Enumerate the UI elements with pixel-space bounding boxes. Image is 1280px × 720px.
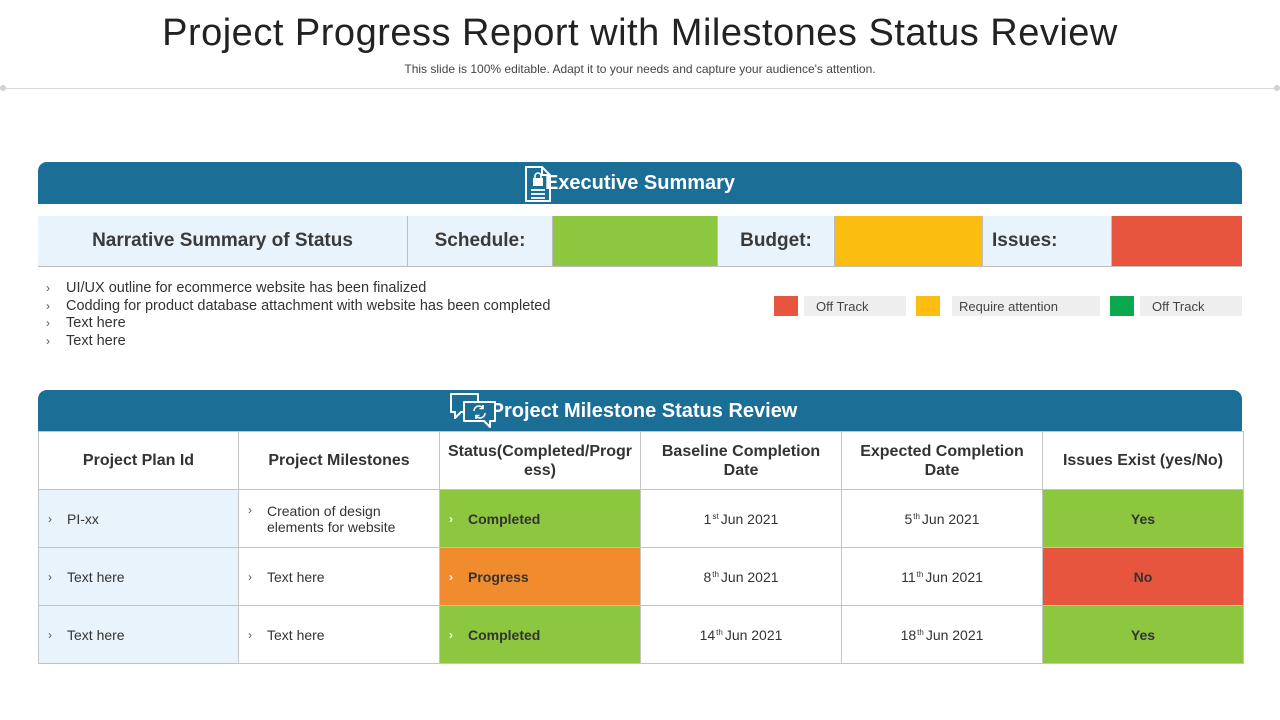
legend-swatch-green [1110,296,1134,316]
chevron-right-icon: › [449,627,453,642]
column-header-issues: Issues Exist (yes/No) [1042,431,1244,490]
legend-label-off-track-green: Off Track [1140,296,1242,316]
column-header-plan-id: Project Plan Id [38,431,239,490]
chevron-right-icon: › [48,511,52,526]
milestone-review-header: Project Milestone Status Review [38,390,1242,432]
chevron-right-icon: › [46,298,50,313]
chevron-right-icon: › [248,502,252,517]
issues-label: Issues: [983,216,1112,266]
chat-bubbles-icon [448,391,500,434]
list-item: › UI/UX outline for ecommerce website has… [46,280,427,296]
milestone-cell: › Text here [238,605,440,664]
status-cell-completed: › Completed [439,489,641,548]
chevron-right-icon: › [248,627,252,642]
status-legend: Off Track Require attention Off Track [774,296,1242,316]
plan-id-cell: › Text here [38,547,239,606]
title-divider [2,88,1278,89]
summary-bullet-list: › UI/UX outline for ecommerce website has… [46,280,550,351]
chevron-right-icon: › [449,511,453,526]
expected-date-cell: 18th Jun 2021 [841,605,1043,664]
legend-label-off-track: Off Track [804,296,906,316]
chevron-right-icon: › [449,569,453,584]
table-row: › PI-xx › Creation of design elements for … [38,489,1244,548]
chevron-right-icon: › [48,627,52,642]
budget-status-indicator [835,216,983,266]
chevron-right-icon: › [248,569,252,584]
expected-date-cell: 5th Jun 2021 [841,489,1043,548]
baseline-date-cell: 8th Jun 2021 [640,547,842,606]
status-summary-row: Narrative Summary of Status Schedule: Bu… [38,216,1242,267]
column-header-expected-date: Expected Completion Date [841,431,1043,490]
issues-cell-yes: Yes [1042,489,1244,548]
chevron-right-icon: › [46,334,50,349]
page-subtitle: This slide is 100% editable. Adapt it to… [404,62,876,76]
plan-id-cell: › Text here [38,605,239,664]
chevron-right-icon: › [46,281,50,295]
column-header-milestones: Project Milestones [238,431,440,490]
issues-status-indicator [1112,216,1242,266]
status-cell-progress: › Progress [439,547,641,606]
narrative-summary-label: Narrative Summary of Status [38,216,408,266]
column-header-status: Status(Completed/Progress) [439,431,641,490]
list-item: › Text here [46,315,126,332]
divider-dot-right [1274,85,1280,91]
milestone-cell: › Creation of design elements for website [238,489,440,548]
schedule-status-indicator [553,216,718,266]
table-row: › Text here › Text here › Progress 8th Jun 2… [38,547,1244,606]
legend-label-require-attention: Require attention [952,296,1100,316]
budget-label: Budget: [718,216,835,266]
milestone-table: Project Plan Id Project Milestones Statu… [38,431,1244,664]
chevron-right-icon: › [48,569,52,584]
executive-summary-title: Executive Summary [544,171,736,194]
baseline-date-cell: 1st Jun 2021 [640,489,842,548]
page-title: Project Progress Report with Milestones … [162,12,1118,54]
legend-swatch-red [774,296,798,316]
milestone-cell: › Text here [238,547,440,606]
legend-swatch-amber [916,296,940,316]
table-header-row: Project Plan Id Project Milestones Statu… [38,431,1244,490]
plan-id-cell: › PI-xx [38,489,239,548]
list-item: › Text here [46,333,126,350]
column-header-baseline-date: Baseline Completion Date [640,431,842,490]
chevron-right-icon: › [46,316,50,331]
status-cell-completed: › Completed [439,605,641,664]
issues-cell-yes: Yes [1042,605,1244,664]
executive-summary-header: Executive Summary [38,162,1242,204]
baseline-date-cell: 14th Jun 2021 [640,605,842,664]
schedule-label: Schedule: [408,216,553,266]
list-item: › Codding for product database attachment… [46,297,551,314]
issues-cell-no: No [1042,547,1244,606]
expected-date-cell: 11th Jun 2021 [841,547,1043,606]
table-row: › Text here › Text here › Completed 14th Jun… [38,605,1244,664]
milestone-review-title: Project Milestone Status Review [490,399,798,422]
divider-dot-left [0,85,6,91]
document-lock-icon [522,165,554,208]
